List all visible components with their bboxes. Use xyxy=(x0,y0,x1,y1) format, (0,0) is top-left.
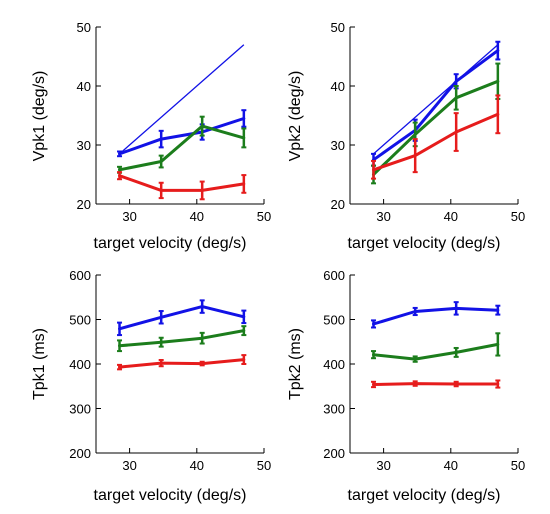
series-line xyxy=(372,342,500,361)
x-axis-title: target velocity (deg/s) xyxy=(94,487,247,504)
y-axis-title: Tpk2 (ms) xyxy=(287,328,304,400)
panel-tpk1: Tpk1 (ms) target velocity (deg/s) 30 40 50… xyxy=(31,268,271,504)
y-tick-label: 40 xyxy=(331,79,345,94)
y-tick-label: 30 xyxy=(77,138,91,153)
y-tick-label: 600 xyxy=(69,268,91,283)
y-tick-label: 300 xyxy=(323,402,345,417)
x-axis-title: target velocity (deg/s) xyxy=(348,487,501,504)
x-tick-label: 30 xyxy=(122,209,136,224)
y-tick-label: 40 xyxy=(77,79,91,94)
x-tick-label: 50 xyxy=(257,209,271,224)
series-line xyxy=(372,382,500,386)
panel-vpk1: Vpk1 (deg/s) target velocity (deg/s) 30 4… xyxy=(31,20,271,252)
y-axis-title: Tpk1 (ms) xyxy=(31,328,48,400)
panel-tpk2: Tpk2 (ms) target velocity (deg/s) 30 40 50… xyxy=(287,268,525,504)
x-tick-label: 50 xyxy=(511,458,525,473)
y-tick-label: 200 xyxy=(69,446,91,461)
x-tick-label: 50 xyxy=(511,209,525,224)
y-tick-label: 20 xyxy=(331,197,345,212)
x-axis-title: target velocity (deg/s) xyxy=(94,235,247,252)
series-line xyxy=(118,124,246,172)
series-line xyxy=(118,174,246,192)
y-tick-label: 200 xyxy=(323,446,345,461)
x-tick-label: 40 xyxy=(444,209,458,224)
x-tick-label: 50 xyxy=(257,458,271,473)
series-line xyxy=(372,79,500,176)
series-line xyxy=(372,306,500,326)
y-tick-label: 600 xyxy=(323,268,345,283)
y-axis-title: Vpk2 (deg/s) xyxy=(287,71,304,162)
y-tick-label: 400 xyxy=(323,357,345,372)
y-tick-label: 20 xyxy=(77,197,91,212)
series-line xyxy=(118,305,246,331)
x-tick-label: 40 xyxy=(190,458,204,473)
unity-reference-line xyxy=(119,44,245,155)
y-axis-title: Vpk1 (deg/s) xyxy=(31,71,48,162)
series-line xyxy=(118,358,246,369)
y-tick-label: 30 xyxy=(331,138,345,153)
x-tick-label: 40 xyxy=(444,458,458,473)
x-tick-label: 30 xyxy=(376,458,390,473)
panel-vpk2: Vpk2 (deg/s) target velocity (deg/s) 30 4… xyxy=(287,20,525,252)
series-line xyxy=(118,329,246,348)
y-tick-label: 500 xyxy=(323,313,345,328)
y-tick-label: 50 xyxy=(77,20,91,35)
series-line xyxy=(372,49,500,162)
x-tick-label: 40 xyxy=(190,209,204,224)
series-line xyxy=(118,117,246,156)
y-tick-label: 400 xyxy=(69,357,91,372)
y-tick-label: 500 xyxy=(69,313,91,328)
y-tick-label: 50 xyxy=(331,20,345,35)
x-tick-label: 30 xyxy=(376,209,390,224)
x-axis-title: target velocity (deg/s) xyxy=(348,235,501,252)
unity-reference-line xyxy=(373,44,499,155)
x-tick-label: 30 xyxy=(122,458,136,473)
series-line xyxy=(372,112,500,172)
y-tick-label: 300 xyxy=(69,402,91,417)
